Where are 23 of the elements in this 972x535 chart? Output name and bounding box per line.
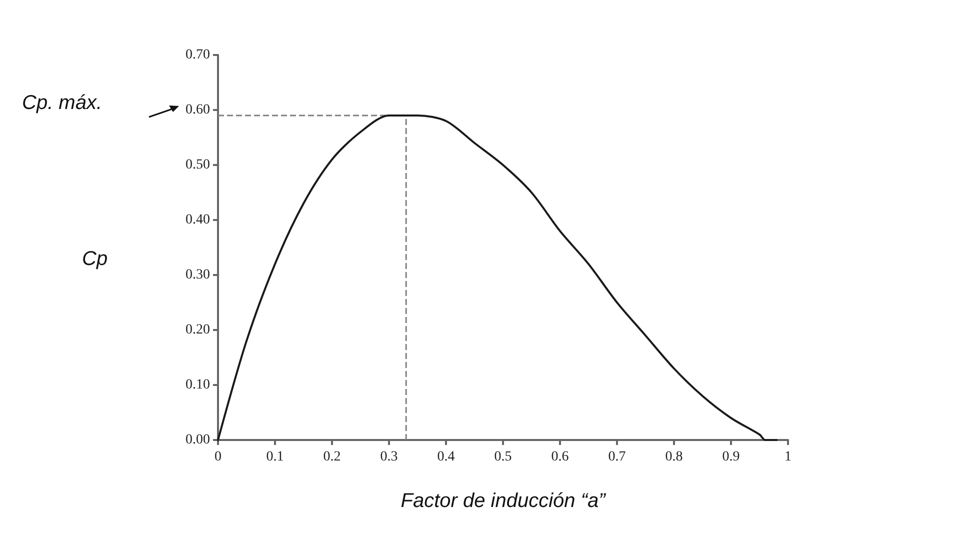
text: Cp. máx. — [22, 92, 102, 115]
y-tick-label: 0.70 — [186, 48, 210, 62]
x-tick-label: 0.5 — [494, 450, 512, 464]
x-tick-label: 0.6 — [551, 450, 569, 464]
x-tick-label: 0.1 — [266, 450, 284, 464]
x-tick-label: 0.7 — [608, 450, 626, 464]
y-tick-label: 0.00 — [186, 432, 210, 448]
x-tick-label: 0.9 — [722, 450, 740, 464]
y-tick-label: 0.50 — [186, 158, 210, 172]
y-tick-label: 0.40 — [186, 212, 210, 228]
y-tick-label: 0.20 — [186, 322, 210, 338]
y-tick-label: 0.10 — [186, 378, 210, 392]
y-tick-label: 0.60 — [186, 102, 210, 118]
y-axis-title: Cp — [82, 248, 108, 271]
x-tick-label: 0 — [214, 450, 222, 464]
x-tick-label: 0.8 — [665, 450, 683, 464]
x-tick-label: 0.2 — [323, 450, 341, 464]
y-tick-label: 0.30 — [186, 268, 210, 282]
x-tick-label: 1 — [784, 450, 792, 464]
x-axis-title: Factor de inducción “a” — [400, 490, 606, 513]
x-tick-label: 0.3 — [380, 450, 398, 464]
line-series — [217, 114, 778, 441]
x-tick-label: 0.4 — [437, 450, 455, 464]
